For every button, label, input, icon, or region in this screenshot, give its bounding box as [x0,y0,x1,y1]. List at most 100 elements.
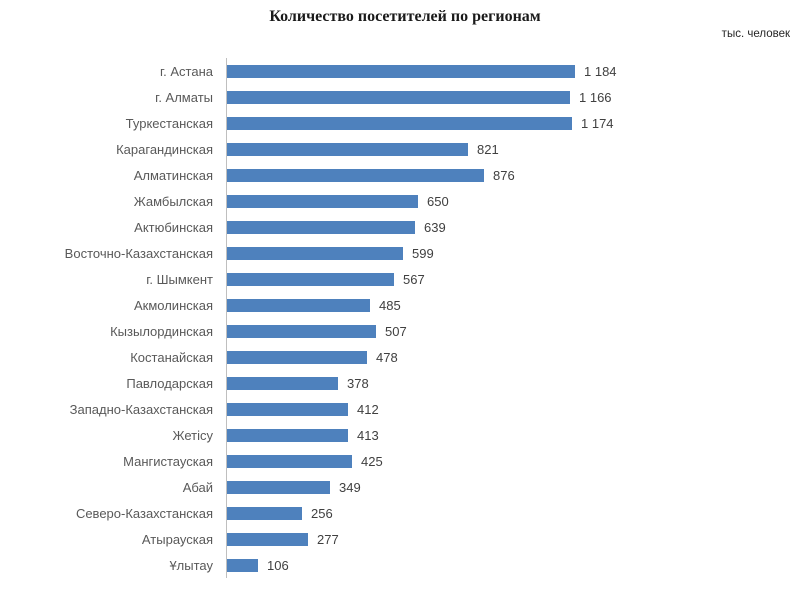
category-label: Восточно-Казахстанская [64,245,213,261]
chart-row: Восточно-Казахстанская 599 [0,240,810,266]
chart-row: г. Алматы 1 166 [0,84,810,110]
chart-title: Количество посетителей по регионам [269,8,541,25]
bar-cell: 106 [226,552,810,578]
value-label: 277 [317,531,339,547]
chart-row: Мангистауская 425 [0,448,810,474]
bar [227,532,308,546]
bar-cell: 567 [226,266,810,292]
chart-row: Абай 349 [0,474,810,500]
bar-cell: 485 [226,292,810,318]
category-label: Алматинская [133,167,213,183]
bar [227,220,415,234]
chart-row: Северо-Казахстанская 256 [0,500,810,526]
value-label: 412 [357,401,379,417]
bar-cell: 349 [226,474,810,500]
chart-row: Акмолинская 485 [0,292,810,318]
bar [227,194,418,208]
value-label: 106 [267,557,289,573]
bar [227,116,572,130]
bar-cell: 413 [226,422,810,448]
value-label: 639 [424,219,446,235]
bar [227,376,338,390]
category-label: г. Астана [160,63,213,79]
value-label: 599 [412,245,434,261]
chart-row: Павлодарская 378 [0,370,810,396]
bar-cell: 821 [226,136,810,162]
category-label: Ұлытау [169,557,213,573]
bar [227,142,468,156]
chart-row: Ұлытау 106 [0,552,810,578]
category-label: Туркестанская [125,115,213,131]
value-label: 1 166 [579,89,612,105]
category-label: Акмолинская [133,297,213,313]
bar [227,402,348,416]
value-label: 349 [339,479,361,495]
bar-cell: 1 184 [226,58,810,84]
bar [227,428,348,442]
chart-row: Туркестанская 1 174 [0,110,810,136]
bar-cell: 599 [226,240,810,266]
category-label: Жетісу [172,427,214,443]
chart-row: Жетісу 413 [0,422,810,448]
bar [227,506,302,520]
bar-cell: 478 [226,344,810,370]
category-label: г. Алматы [155,89,213,105]
value-label: 567 [403,271,425,287]
value-label: 256 [311,505,333,521]
chart-row: г. Астана 1 184 [0,58,810,84]
chart-row: Костанайская 478 [0,344,810,370]
value-label: 425 [361,453,383,469]
bar [227,168,484,182]
chart-row: Атырауская 277 [0,526,810,552]
value-label: 1 174 [581,115,614,131]
category-label: Актюбинская [134,219,213,235]
category-label: Павлодарская [126,375,213,391]
bar-cell: 876 [226,162,810,188]
bar-cell: 277 [226,526,810,552]
category-label: Мангистауская [123,453,213,469]
units-label: тыс. человек [721,28,790,40]
category-label: Северо-Казахстанская [75,505,213,521]
bar-cell: 1 166 [226,84,810,110]
category-label: Карагандинская [116,141,213,157]
bar [227,558,258,572]
category-label: Атырауская [141,531,213,547]
bar [227,64,575,78]
category-label: Костанайская [130,349,213,365]
bar-cell: 650 [226,188,810,214]
chart-row: Алматинская 876 [0,162,810,188]
plot-area: г. Астана 1 184 г. Алматы 1 166 Туркестанска… [0,58,810,578]
value-label: 478 [376,349,398,365]
bar [227,324,376,338]
chart-row: Западно-Казахстанская 412 [0,396,810,422]
bar [227,298,370,312]
value-label: 650 [427,193,449,209]
value-label: 413 [357,427,379,443]
value-label: 876 [493,167,515,183]
bar [227,90,570,104]
bar-cell: 256 [226,500,810,526]
category-label: Абай [182,479,213,495]
chart-row: Жамбылская 650 [0,188,810,214]
bar [227,454,352,468]
value-label: 821 [477,141,499,157]
bar-cell: 639 [226,214,810,240]
bar [227,480,330,494]
bar [227,246,403,260]
value-label: 1 184 [584,63,617,79]
bar-cell: 378 [226,370,810,396]
category-label: Западно-Казахстанская [69,401,213,417]
value-label: 507 [385,323,407,339]
chart-row: Карагандинская 821 [0,136,810,162]
bar-cell: 412 [226,396,810,422]
category-label: Кызылординская [110,323,213,339]
category-label: г. Шымкент [146,271,213,287]
chart-row: Кызылординская 507 [0,318,810,344]
bar-cell: 1 174 [226,110,810,136]
bar-cell: 507 [226,318,810,344]
value-label: 485 [379,297,401,313]
category-label: Жамбылская [133,193,213,209]
value-label: 378 [347,375,369,391]
chart-row: г. Шымкент 567 [0,266,810,292]
